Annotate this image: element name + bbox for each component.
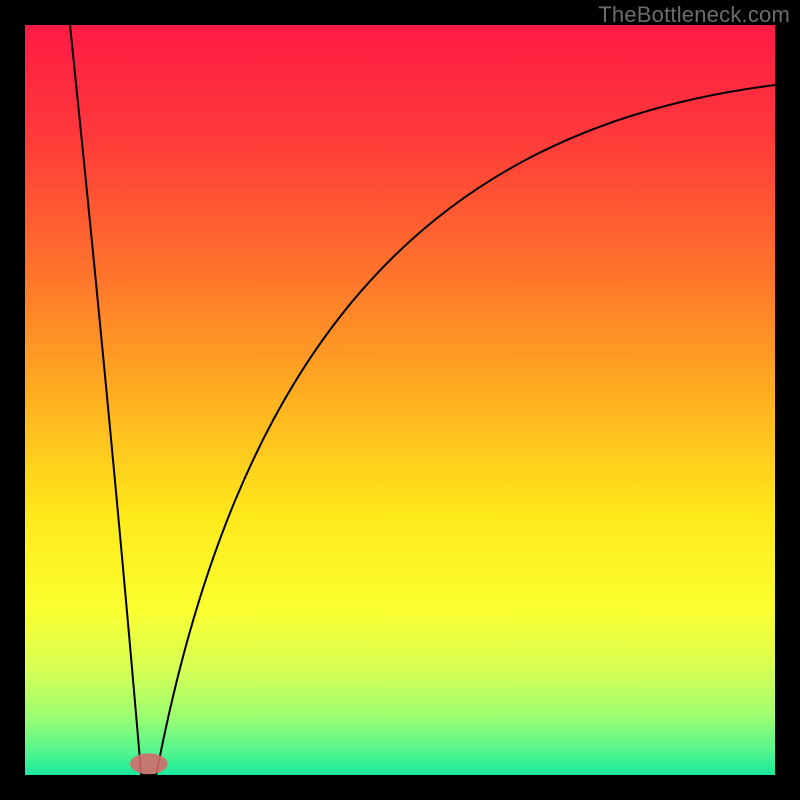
- plot-gradient-background: [25, 25, 775, 775]
- watermark-text: TheBottleneck.com: [598, 2, 790, 28]
- chart-canvas: TheBottleneck.com: [0, 0, 800, 800]
- minimum-marker: [130, 753, 168, 774]
- bottleneck-curve-chart: [0, 0, 800, 800]
